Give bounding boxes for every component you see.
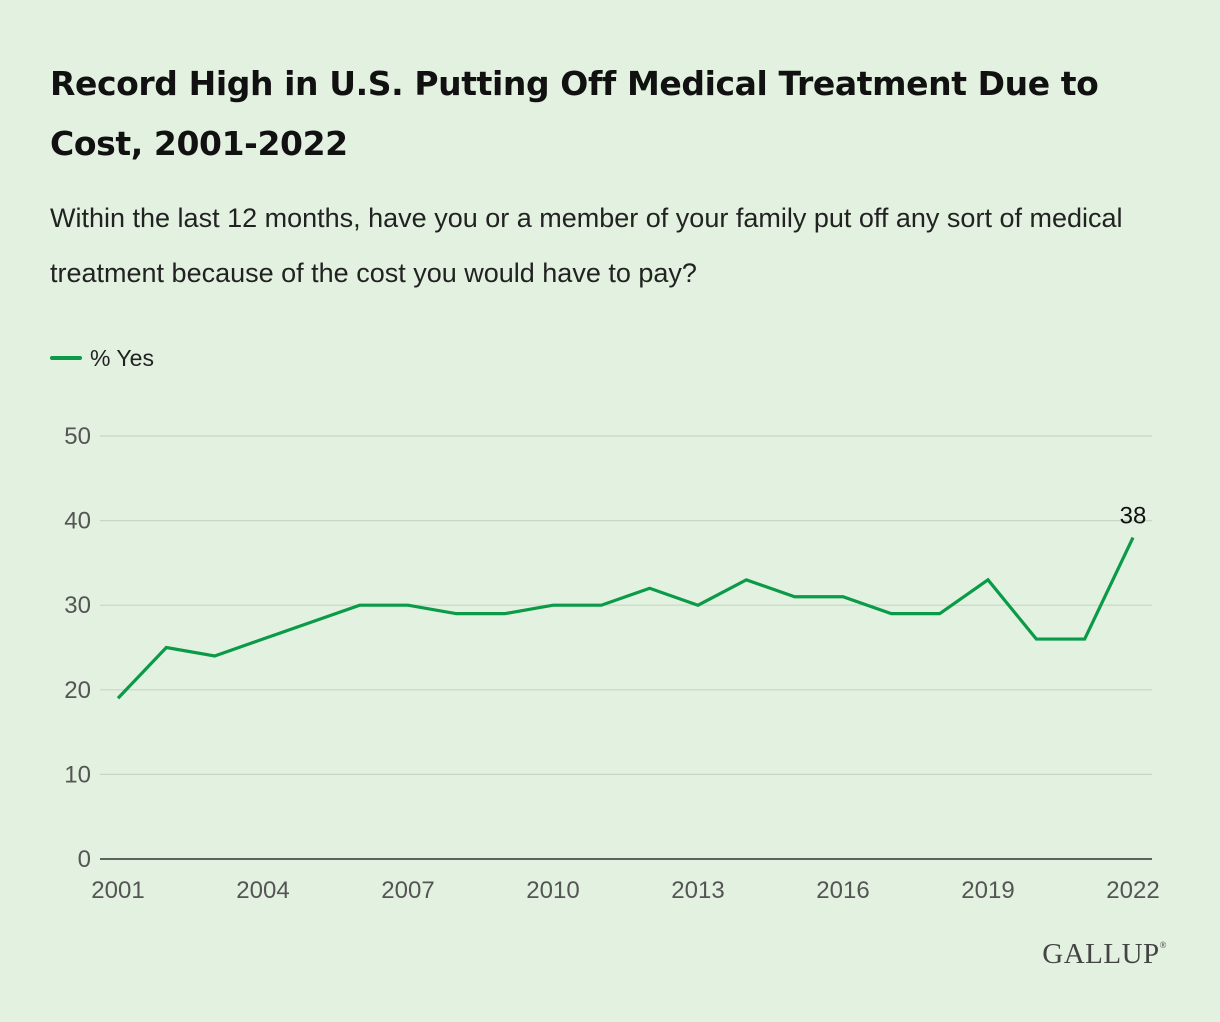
x-tick-label: 2004 xyxy=(236,877,289,904)
y-tick-label: 30 xyxy=(64,592,91,619)
y-tick-label: 0 xyxy=(78,846,91,873)
chart-subtitle: Within the last 12 months, have you or a… xyxy=(50,203,1123,288)
y-tick-label: 20 xyxy=(64,677,91,704)
x-tick-label: 2022 xyxy=(1106,877,1159,904)
x-tick-label: 2010 xyxy=(526,877,579,904)
data-label: 38 xyxy=(1120,503,1147,530)
x-tick-label: 2001 xyxy=(91,877,144,904)
series-line xyxy=(116,536,1135,700)
x-tick-label: 2019 xyxy=(961,877,1014,904)
legend-swatch xyxy=(50,356,82,360)
x-tick-label: 2016 xyxy=(816,877,869,904)
legend: % Yes xyxy=(50,343,154,373)
gallup-logo: GALLUP® xyxy=(1042,938,1167,970)
y-tick-label: 10 xyxy=(64,761,91,788)
x-tick-label: 2013 xyxy=(671,877,724,904)
y-tick-label: 50 xyxy=(64,423,91,450)
x-tick-label: 2007 xyxy=(381,877,434,904)
chart-title: Record High in U.S. Putting Off Medical … xyxy=(50,64,1099,163)
legend-label: % Yes xyxy=(90,344,154,371)
y-tick-label: 40 xyxy=(64,508,91,535)
